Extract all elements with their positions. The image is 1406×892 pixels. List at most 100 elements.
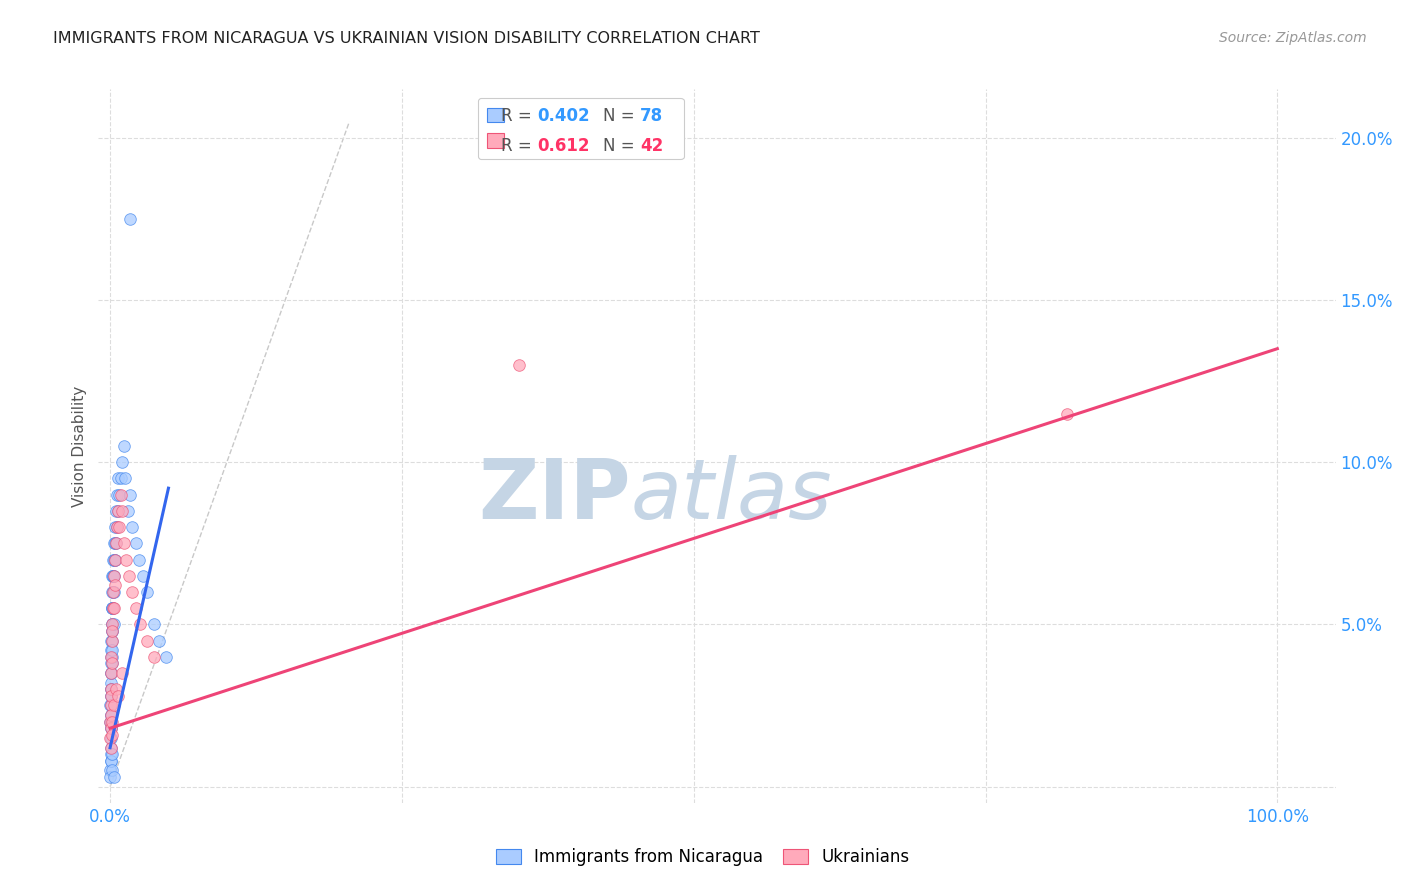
Point: [104, 536, 127, 550]
Point: [104, 552, 127, 566]
Point: [118, 568, 141, 582]
Point: [100, 714, 122, 729]
Point: [103, 568, 125, 582]
Point: [155, 649, 177, 664]
Point: [132, 568, 155, 582]
Text: atlas: atlas: [630, 456, 832, 536]
Point: [100, 731, 122, 745]
Point: [100, 731, 122, 745]
Point: [101, 633, 124, 648]
Point: [100, 657, 122, 671]
Legend: Immigrants from Nicaragua, Ukrainians: Immigrants from Nicaragua, Ukrainians: [489, 842, 917, 873]
Point: [143, 617, 166, 632]
Text: R =: R =: [501, 136, 537, 154]
Text: ZIP: ZIP: [478, 456, 630, 536]
Point: [101, 585, 124, 599]
Point: [103, 568, 125, 582]
Point: [100, 740, 122, 755]
Point: [98, 698, 121, 713]
Point: [100, 682, 122, 697]
Point: [101, 714, 124, 729]
Point: [100, 682, 122, 697]
Point: [101, 643, 124, 657]
Point: [125, 536, 148, 550]
Point: [136, 585, 159, 599]
Point: [100, 633, 122, 648]
Point: [105, 520, 128, 534]
Point: [101, 617, 124, 632]
Point: [118, 488, 141, 502]
Point: [105, 488, 128, 502]
Text: IMMIGRANTS FROM NICARAGUA VS UKRAINIAN VISION DISABILITY CORRELATION CHART: IMMIGRANTS FROM NICARAGUA VS UKRAINIAN V…: [53, 31, 761, 46]
Point: [101, 624, 124, 638]
Point: [118, 211, 141, 226]
Point: [508, 358, 530, 372]
Point: [101, 657, 124, 671]
Legend:                               ,                               : ,: [478, 97, 683, 160]
Point: [107, 471, 129, 485]
Point: [104, 520, 127, 534]
Text: 78: 78: [640, 107, 664, 125]
Point: [100, 666, 122, 681]
Point: [148, 633, 170, 648]
Point: [100, 714, 122, 729]
Point: [114, 471, 136, 485]
Point: [104, 552, 127, 566]
Point: [100, 747, 122, 761]
Point: [101, 601, 124, 615]
Point: [105, 520, 128, 534]
Point: [101, 601, 124, 615]
Point: [100, 666, 122, 681]
Point: [100, 714, 122, 729]
Point: [101, 728, 124, 742]
Point: [104, 682, 127, 697]
Point: [100, 689, 122, 703]
Point: [101, 568, 124, 582]
Point: [136, 633, 159, 648]
Point: [100, 698, 122, 713]
Point: [103, 698, 125, 713]
Point: [101, 601, 124, 615]
Point: [100, 740, 122, 755]
Point: [100, 721, 122, 735]
Point: [100, 754, 122, 768]
Point: [100, 675, 122, 690]
Point: [98, 764, 121, 778]
Point: [100, 721, 122, 735]
Point: [100, 689, 122, 703]
Point: [101, 601, 124, 615]
Point: [101, 601, 124, 615]
Point: [100, 649, 122, 664]
Point: [100, 754, 122, 768]
Text: 42: 42: [640, 136, 664, 154]
Point: [107, 689, 129, 703]
Point: [117, 504, 139, 518]
Point: [101, 747, 124, 761]
Point: [108, 520, 131, 534]
Point: [121, 520, 143, 534]
Point: [100, 649, 122, 664]
Text: N =: N =: [603, 136, 640, 154]
Point: [100, 666, 122, 681]
Point: [101, 617, 124, 632]
Point: [100, 708, 122, 723]
Point: [115, 552, 138, 566]
Point: [100, 770, 122, 784]
Point: [104, 552, 127, 566]
Point: [100, 649, 122, 664]
Point: [103, 536, 125, 550]
Point: [101, 585, 124, 599]
Y-axis label: Vision Disability: Vision Disability: [72, 385, 87, 507]
Text: Source: ZipAtlas.com: Source: ZipAtlas.com: [1219, 31, 1367, 45]
Point: [100, 698, 122, 713]
Point: [125, 601, 148, 615]
Point: [103, 617, 125, 632]
Point: [111, 666, 134, 681]
Point: [103, 601, 125, 615]
Point: [129, 617, 152, 632]
Point: [103, 585, 125, 599]
Point: [110, 471, 132, 485]
Point: [100, 633, 122, 648]
Text: R =: R =: [501, 107, 537, 125]
Point: [100, 689, 122, 703]
